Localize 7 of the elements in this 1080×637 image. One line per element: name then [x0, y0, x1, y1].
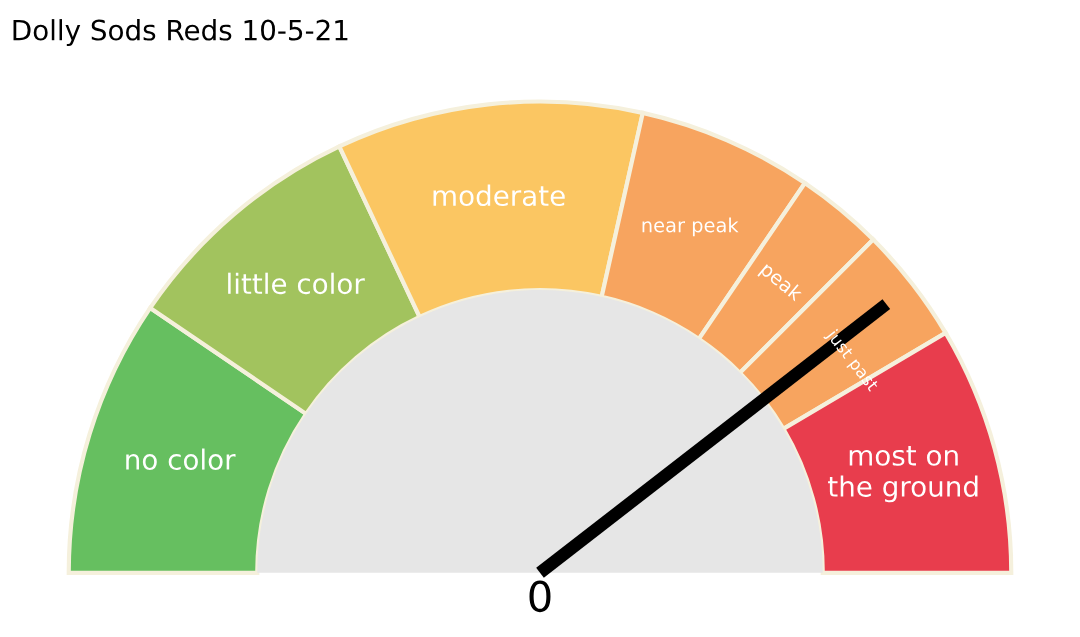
- text: 0: [529, 580, 551, 613]
- slice-label: no color: [126, 448, 236, 471]
- chart-title: Dolly Sods Reds 10-5-21: [13, 19, 348, 46]
- slice-label: near peak: [642, 217, 739, 237]
- slice-label: little color: [228, 272, 365, 295]
- slice-label: most on the ground: [828, 445, 978, 503]
- slice-label: moderate: [433, 184, 565, 207]
